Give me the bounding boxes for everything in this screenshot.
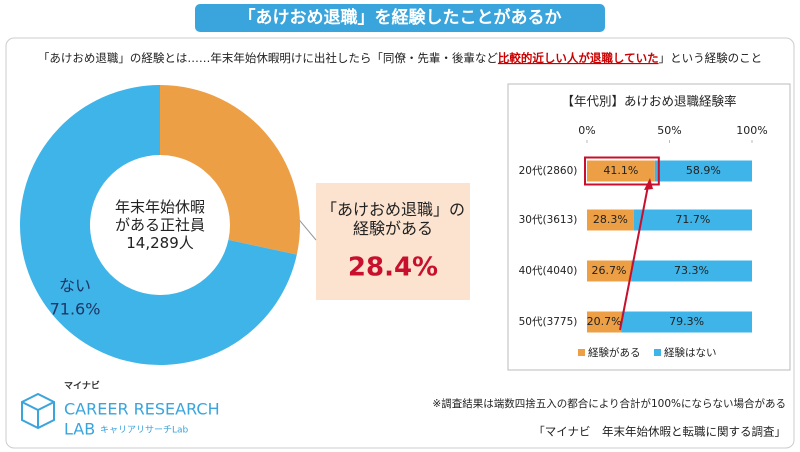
bar-segment [633, 209, 752, 231]
bar-value-label: 71.7% [675, 213, 710, 226]
bar-segment [621, 311, 752, 333]
bar-title: 【年代別】あけおめ退職経験率 [561, 94, 736, 109]
title: 「あけおめ退職」を経験したことがあるか [239, 7, 562, 28]
highlight-box [584, 156, 660, 186]
center-label: 年末年始休暇 がある正社員 14,289人 [114, 198, 205, 252]
y-tick-label: 20代(2860) [519, 165, 578, 177]
legend-label: 経験はない [664, 346, 717, 359]
bar-value-label: 58.9% [686, 164, 721, 177]
bar-value-label: 41.1% [603, 164, 638, 177]
footnote: ※調査結果は端数四捨五入の都合により合計が100%にならない場合がある [432, 397, 786, 410]
x-tick-label: 100% [736, 124, 767, 137]
logo-icon [21, 392, 55, 430]
definition-text: 「あけおめ退職」の経験とは……年末年始休暇明けに出社したら「同僚・先輩・後輩など [38, 51, 498, 65]
bar-segment [631, 260, 752, 282]
bar-segment [587, 260, 632, 282]
donut-slice [160, 85, 301, 255]
source: 「マイナビ 年末年始休暇と転職に関する調査」 [533, 425, 786, 439]
bar-value-label: 73.3% [674, 264, 709, 277]
definition-text: 」という経験のこと [659, 51, 763, 65]
y-tick-label: 50代(3775) [519, 316, 578, 328]
definition-highlight: 比較的近しい人が退職していた [498, 51, 659, 65]
bar-value-label: 79.3% [669, 315, 704, 328]
callout-box [316, 183, 470, 300]
bar-segment [587, 209, 634, 231]
slice-value: 71.6% [50, 300, 101, 319]
bar-value-label: 20.7% [587, 315, 622, 328]
definition: 「あけおめ退職」の経験とは……年末年始休暇明けに出社したら「同僚・先輩・後輩など… [38, 51, 762, 65]
logo-brand: マイナビ [64, 380, 100, 392]
title-bar [195, 4, 605, 32]
y-tick-label: 40代(4040) [519, 265, 578, 277]
slice-label: ない [58, 276, 91, 295]
donut-slice [20, 85, 297, 365]
bar-segment [654, 160, 752, 182]
logo-text: CAREER RESEARCH [64, 400, 220, 419]
bar-value-label: 28.3% [593, 213, 628, 226]
logo-sub: キャリアリサーチLab [100, 425, 189, 436]
x-tick-label: 50% [657, 124, 681, 137]
callout-label: 「あけおめ退職」の 経験がある [320, 200, 465, 239]
bar-segment [587, 311, 622, 333]
legend-swatch [654, 349, 661, 356]
callout-value: 28.4% [348, 253, 438, 283]
bar-value-label: 26.7% [592, 264, 627, 277]
bar-segment [587, 160, 655, 182]
x-tick-label: 0% [578, 124, 595, 137]
y-tick-label: 30代(3613) [519, 214, 578, 226]
highlight-arrow [619, 185, 649, 331]
legend-swatch [578, 349, 585, 356]
highlight-arrowhead [644, 178, 653, 190]
legend-label: 経験がある [588, 346, 641, 359]
logo-text: LAB [64, 420, 95, 439]
